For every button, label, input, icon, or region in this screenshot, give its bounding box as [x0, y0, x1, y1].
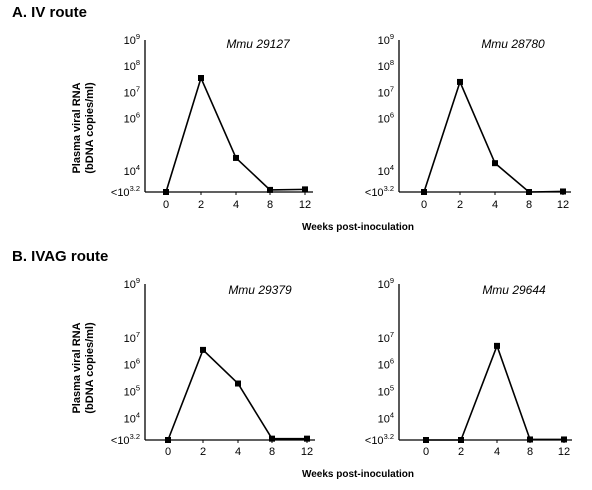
y-tick-label: 106 [378, 357, 394, 372]
data-point [235, 380, 241, 387]
x-tick-label: 0 [423, 446, 429, 458]
data-point [233, 154, 239, 161]
y-tick-label: 105 [124, 384, 140, 399]
section-a-title: A. IV route [12, 4, 87, 21]
x-tick-label: 8 [269, 446, 275, 458]
y-tick-label: 107 [124, 84, 140, 99]
data-point [304, 435, 310, 442]
x-tick-label: 12 [557, 199, 569, 211]
x-tick-label: 4 [492, 199, 498, 211]
data-point [267, 186, 273, 193]
y-tick-label: 106 [124, 111, 140, 126]
chart-panel-mmu-29379: Mmu 29379 <103.2 104 105 106 107 109 0 2 4 8 12 [111, 276, 315, 458]
data-point [302, 186, 308, 193]
y-tick-label: 109 [378, 276, 394, 291]
data-point [200, 346, 206, 353]
data-point [526, 189, 532, 195]
x-tick-label: 4 [494, 446, 500, 458]
data-point [423, 437, 429, 443]
y-tick-label: <103.2 [111, 432, 140, 447]
data-point [458, 437, 464, 443]
y-tick-label: 109 [378, 32, 394, 47]
x-tick-label: 12 [301, 446, 313, 458]
section-b-xlabel: Weeks post-inoculation [302, 469, 414, 480]
section-b-ylabel-line2: (bDNA copies/ml) [84, 322, 96, 414]
y-tick-label: 106 [124, 357, 140, 372]
x-tick-label: 2 [457, 199, 463, 211]
data-point [457, 78, 463, 85]
series-line [165, 75, 306, 193]
x-tick-label: 8 [526, 199, 532, 211]
y-tick-label: 109 [124, 32, 140, 47]
y-tick-label: 104 [378, 163, 394, 178]
chart-panel-mmu-29127: Mmu 29127 <103.2 104 106 107 108 109 0 2 4 8 12 [111, 32, 313, 211]
chart-title: Mmu 29644 [482, 283, 546, 297]
y-tick-label: <103.2 [365, 184, 394, 199]
data-point [198, 75, 204, 81]
y-tick-label: 105 [378, 384, 394, 399]
data-point [494, 342, 500, 349]
x-tick-label: 8 [527, 446, 533, 458]
series-line [426, 343, 564, 441]
chart-panel-mmu-28780: Mmu 28780 <103.2 104 106 107 108 109 0 2 4 8 12 [365, 32, 571, 211]
series-line [423, 79, 564, 193]
series-line [167, 348, 307, 441]
x-tick-label: 12 [558, 446, 570, 458]
y-tick-label: 109 [124, 276, 140, 291]
x-tick-label: 4 [235, 446, 241, 458]
chart-title: Mmu 29127 [226, 37, 291, 51]
y-tick-label: 104 [124, 163, 140, 178]
data-point [165, 437, 171, 443]
y-tick-label: 108 [378, 58, 394, 73]
x-tick-label: 4 [233, 199, 239, 211]
data-point [527, 436, 533, 443]
y-tick-label: 107 [378, 84, 394, 99]
y-tick-label: 104 [124, 410, 140, 425]
x-tick-label: 2 [200, 446, 206, 458]
x-tick-label: 2 [198, 199, 204, 211]
y-tick-label: 107 [124, 330, 140, 345]
y-tick-label: 108 [124, 58, 140, 73]
y-tick-label: 107 [378, 330, 394, 345]
x-tick-label: 0 [165, 446, 171, 458]
y-tick-label: 106 [378, 111, 394, 126]
data-point [269, 435, 275, 442]
data-point [163, 189, 169, 195]
x-tick-label: 0 [421, 199, 427, 211]
chart-panel-mmu-29644: Mmu 29644 <103.2 104 105 106 107 109 0 2 4 8 12 [365, 276, 572, 458]
data-point [561, 436, 567, 443]
data-point [492, 160, 498, 167]
x-tick-label: 0 [163, 199, 169, 211]
section-b-title: B. IVAG route [12, 248, 108, 265]
section-a-ylabel-line2: (bDNA copies/ml) [84, 82, 96, 174]
x-tick-label: 12 [299, 199, 311, 211]
chart-title: Mmu 29379 [228, 283, 292, 297]
data-point [421, 189, 427, 195]
y-tick-label: <103.2 [111, 184, 140, 199]
y-tick-label: 104 [378, 410, 394, 425]
section-b-ylabel-line1: Plasma viral RNA [71, 322, 83, 413]
chart-title: Mmu 28780 [481, 37, 545, 51]
data-point [560, 188, 566, 195]
x-tick-label: 2 [458, 446, 464, 458]
section-a-xlabel: Weeks post-inoculation [302, 222, 414, 233]
x-tick-label: 8 [267, 199, 273, 211]
y-tick-label: <103.2 [365, 432, 394, 447]
section-a-ylabel-line1: Plasma viral RNA [71, 82, 83, 173]
